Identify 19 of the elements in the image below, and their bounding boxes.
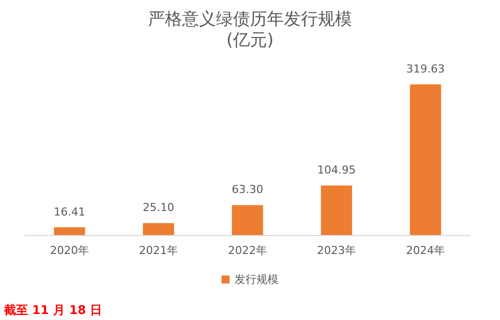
- bar: [54, 227, 86, 235]
- x-tick-label: 2020年: [50, 244, 89, 257]
- x-tick-label: 2021年: [139, 244, 178, 257]
- x-tick-label: 2023年: [317, 244, 356, 257]
- x-tick-label: 2022年: [228, 244, 267, 257]
- bar: [232, 205, 264, 235]
- data-label: 63.30: [232, 183, 264, 196]
- bar: [410, 84, 442, 235]
- data-label: 16.41: [54, 205, 86, 218]
- x-tick-label: 2024年: [406, 244, 445, 257]
- chart-title: 严格意义绿债历年发行规模: [148, 10, 352, 30]
- text: 截至 11 月 18 日: [3, 303, 102, 317]
- data-label: 104.95: [317, 164, 356, 177]
- chart-subtitle: (亿元): [226, 30, 274, 50]
- bar: [320, 186, 352, 235]
- data-label: 319.63: [406, 62, 445, 76]
- bar: [142, 223, 174, 235]
- data-label: 25.10: [142, 201, 174, 214]
- legend-label: 发行规模: [234, 273, 278, 286]
